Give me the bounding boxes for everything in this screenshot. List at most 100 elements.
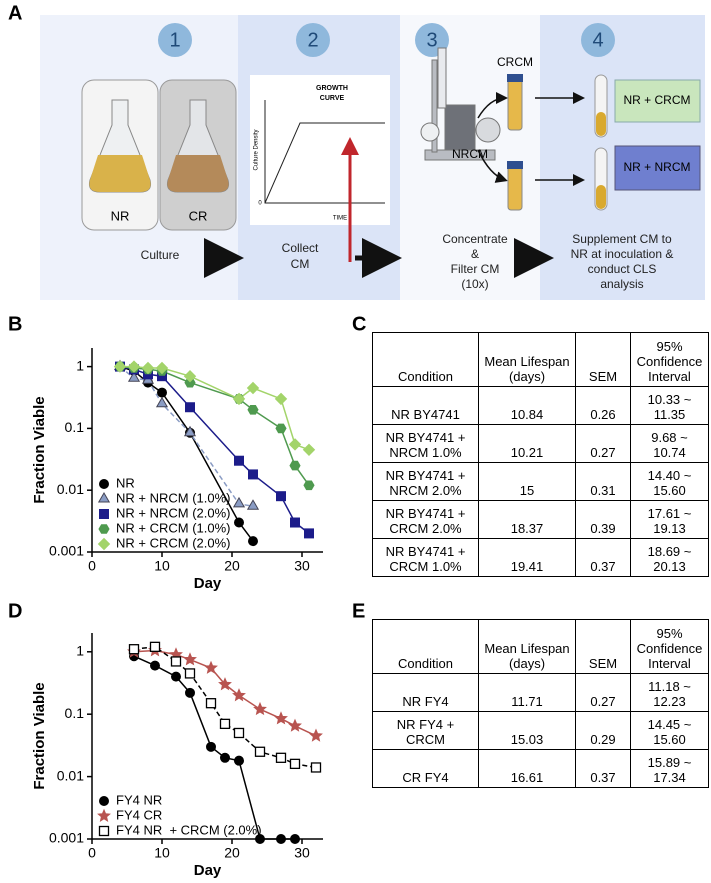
table-cell: Mean Lifespan (days) [478, 332, 576, 387]
table-cell: NR BY4741 + CRCM 2.0% [372, 500, 479, 539]
table-row: CR FY4 16.61 0.37 15.89 ~ 17.34 [372, 749, 709, 788]
data-point [127, 371, 141, 382]
legend-marker [98, 524, 110, 534]
step-number: 3 [426, 29, 437, 51]
growth-xlabel: TIME [333, 216, 347, 222]
data-point [155, 396, 169, 408]
series-line [119, 365, 310, 486]
data-point [234, 517, 244, 528]
table-cell: CR FY4 [372, 749, 479, 788]
x-tick-label: 20 [224, 558, 240, 574]
data-point [274, 392, 288, 406]
table: Condition Mean Lifespan (days) SEM 95% Conf… [372, 332, 709, 577]
data-point [246, 381, 260, 395]
series-line [133, 655, 295, 840]
legend-label: NR + CRCM (1.0%) [116, 520, 231, 535]
panel-label: E [352, 600, 365, 622]
data-point [304, 528, 314, 539]
table-cell: 10.84 [478, 386, 576, 425]
table-row: NR BY4741 + NRCM 2.0% 15 0.31 14.40 ~ 15.60 [372, 462, 709, 501]
y-tick-label: 1 [76, 642, 84, 658]
caption: Collect [282, 241, 319, 255]
series-line [119, 366, 254, 507]
table-cell: 0.37 [575, 538, 631, 577]
caption: conduct CLS [588, 262, 657, 276]
data-point [185, 402, 195, 413]
y-tick-label: 0.001 [49, 543, 84, 559]
table-cell: 0.26 [575, 386, 631, 425]
data-point [274, 711, 288, 725]
y-axis-title: Fraction Viable [31, 396, 48, 503]
x-axis-title: Day [194, 575, 222, 592]
data-point [276, 834, 286, 844]
table-cell: 17.61 ~ 19.13 [630, 500, 709, 539]
result-label: NR + CRCM [623, 93, 690, 107]
growth-title: CURVE [320, 95, 345, 102]
series-line [119, 365, 310, 534]
growth-title: GROWTH [316, 85, 348, 92]
caption: Culture [141, 248, 180, 262]
growth-curve-box [250, 75, 390, 225]
step-badge [581, 23, 615, 57]
data-point [234, 755, 244, 766]
table-header: Condition Mean Lifespan (days) SEM 95% Conf… [372, 619, 709, 674]
y-tick-label: 1 [76, 357, 84, 373]
table-cell: 0.29 [575, 711, 631, 750]
step-number: 4 [592, 29, 603, 51]
tube [507, 164, 523, 211]
data-point [275, 752, 287, 763]
data-point [155, 361, 169, 375]
evaporator-flask [420, 122, 440, 142]
x-axis-title: Day [194, 862, 222, 879]
data-point [289, 758, 301, 770]
data-point [218, 677, 232, 691]
data-point [310, 762, 322, 773]
x-tick-label: 10 [154, 845, 170, 861]
legend-marker [97, 537, 111, 551]
evaporator-stand [431, 59, 438, 153]
data-point [289, 460, 301, 471]
data-point [185, 687, 195, 698]
caption: (10x) [461, 277, 488, 291]
tube-label: CRCM [497, 55, 533, 69]
y-tick-label: 0.01 [57, 767, 84, 783]
tube-cap [507, 74, 523, 82]
table-cell: NR BY4741 + NRCM 2.0% [372, 462, 479, 501]
panel-label: D [8, 600, 22, 622]
growth-origin: 0 [258, 201, 262, 207]
table-cell: 15.03 [478, 711, 576, 750]
step-badge [158, 23, 192, 57]
table-cell: 0.37 [575, 749, 631, 788]
x-tick-label: 10 [154, 558, 170, 574]
growth-ylabel: Culture Density [254, 129, 260, 170]
legend-label: FY4 NR + CRCM (2.0%) [116, 822, 262, 837]
data-point [204, 660, 218, 674]
y-tick-label: 0.1 [65, 419, 85, 435]
data-point [183, 652, 197, 666]
evaporator-condenser [437, 47, 447, 109]
data-point [253, 701, 267, 716]
data-point [184, 668, 196, 679]
table-cell: 14.40 ~ 15.60 [630, 462, 709, 501]
data-point [183, 369, 197, 383]
legend-label: FY4 NR [116, 792, 162, 807]
data-point [246, 499, 260, 510]
data-point [276, 491, 286, 502]
evaporator-body [444, 104, 476, 151]
caption: Supplement CM to [572, 232, 672, 246]
legend-label: NR + NRCM (2.0%) [116, 505, 231, 520]
data-point [171, 671, 181, 682]
rotary-evaporator [420, 47, 501, 161]
legend-marker [99, 796, 109, 806]
y-axis-title: Fraction Viable [31, 682, 48, 789]
legend-label: NR [116, 475, 135, 490]
data-point [248, 536, 258, 547]
table-cell: 11.18 ~ 12.23 [630, 673, 709, 712]
legend-label: FY4 CR [116, 807, 162, 822]
table-cell: 18.69 ~ 20.13 [630, 538, 709, 577]
data-point [255, 834, 265, 844]
legend-label: NR + CRCM (2.0%) [116, 535, 231, 550]
table-cell: 95% Confidence Interval [630, 332, 709, 387]
table-cell: 9.68 ~ 10.74 [630, 424, 709, 463]
